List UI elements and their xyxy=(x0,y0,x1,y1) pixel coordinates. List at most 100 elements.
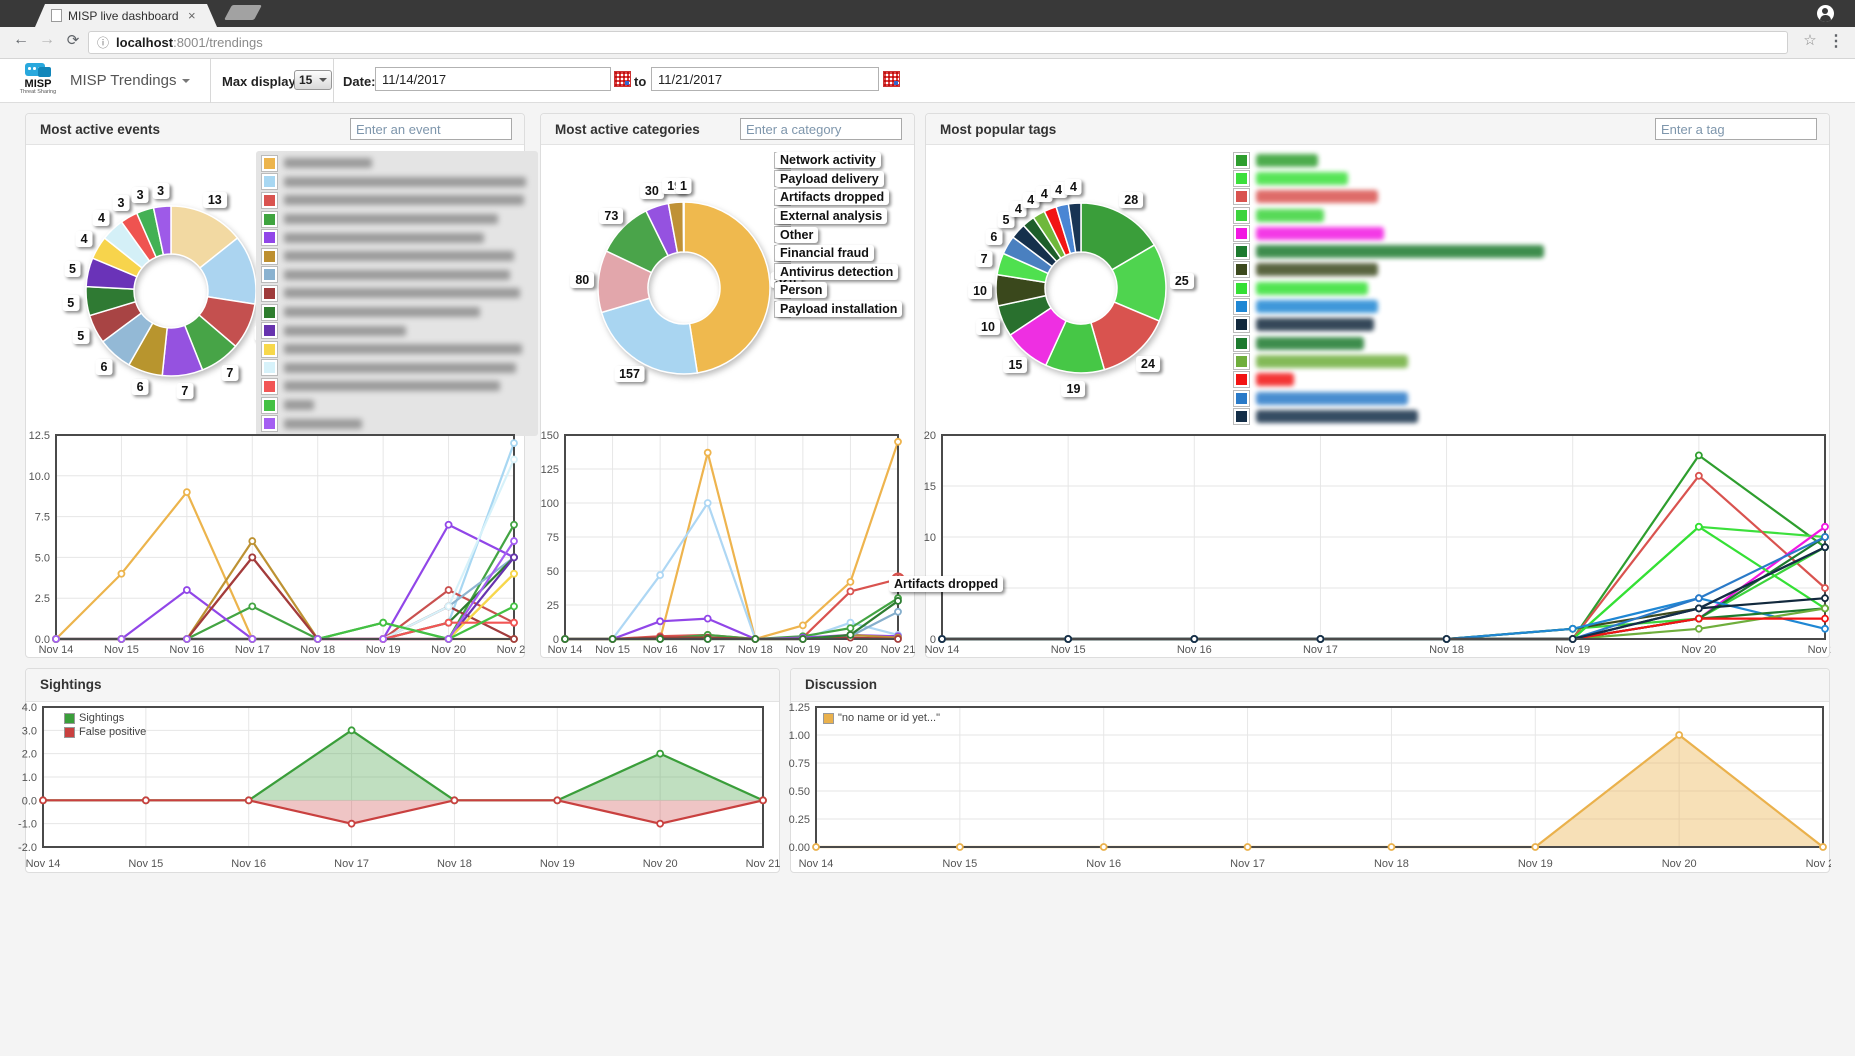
legend-item xyxy=(1233,206,1544,224)
legend-item xyxy=(261,173,532,192)
events-legend xyxy=(256,151,538,436)
svg-text:1.00: 1.00 xyxy=(789,730,810,742)
site-info-icon[interactable]: ⓘ xyxy=(97,36,110,50)
legend-item xyxy=(1233,352,1544,370)
donut-value-label: 157 xyxy=(614,366,645,383)
svg-text:Nov 17: Nov 17 xyxy=(235,644,270,656)
svg-text:0.0: 0.0 xyxy=(22,795,37,807)
legend-item: Network activity xyxy=(774,151,881,170)
panel-most-popular-tags: Most popular tags 2825241915101076544444… xyxy=(924,113,1842,658)
svg-text:100: 100 xyxy=(541,498,559,510)
svg-text:0.0: 0.0 xyxy=(35,634,50,646)
legend-item: Antivirus detection xyxy=(774,263,899,282)
donut-value-label: 4 xyxy=(1022,192,1040,209)
categories-legend: Network activity Payload delivery Artifact… xyxy=(774,151,903,319)
svg-text:12.5: 12.5 xyxy=(29,430,50,442)
svg-text:Nov 21: Nov 21 xyxy=(1808,644,1831,656)
legend-item xyxy=(261,210,532,229)
max-display-select[interactable]: 15 xyxy=(294,70,332,90)
misp-logo[interactable]: MISP Threat Sharing xyxy=(12,61,64,95)
svg-text:Nov 15: Nov 15 xyxy=(595,644,630,656)
svg-text:Nov 17: Nov 17 xyxy=(1230,858,1265,870)
app-title-menu[interactable]: MISP Trendings xyxy=(70,72,191,89)
svg-text:Nov 16: Nov 16 xyxy=(231,858,266,870)
date-to-input[interactable] xyxy=(651,67,879,91)
svg-text:75: 75 xyxy=(547,532,559,544)
legend-item xyxy=(1233,261,1544,279)
donut-value-label: 30 xyxy=(639,183,664,200)
forward-icon[interactable]: → xyxy=(39,31,55,48)
sightings-legend: Sightings False positive xyxy=(64,711,146,739)
tag-search-input[interactable] xyxy=(1655,118,1817,140)
svg-text:Nov 19: Nov 19 xyxy=(785,644,820,656)
url-bar[interactable]: ⓘ localhost:8001/trendings xyxy=(88,31,1788,54)
donut-value-label: 24 xyxy=(1136,355,1160,372)
svg-text:20: 20 xyxy=(924,430,936,442)
legend-item xyxy=(261,414,532,433)
logo-text: MISP xyxy=(24,78,52,90)
calendar-icon[interactable] xyxy=(614,71,631,87)
new-tab-button[interactable] xyxy=(224,5,262,20)
legend-item xyxy=(261,191,532,210)
donut-value-label: 5 xyxy=(62,295,80,312)
donut-value-label: 6 xyxy=(985,228,1003,245)
legend-item xyxy=(261,340,532,359)
browser-tab[interactable]: MISP live dashboard × xyxy=(35,4,217,27)
svg-text:Nov 16: Nov 16 xyxy=(643,644,678,656)
browser-profile-button[interactable] xyxy=(1813,3,1837,24)
svg-text:125: 125 xyxy=(541,464,559,476)
legend-item xyxy=(261,377,532,396)
tags-legend xyxy=(1233,151,1544,425)
svg-text:Nov 18: Nov 18 xyxy=(300,644,335,656)
person-icon xyxy=(1816,5,1834,22)
back-icon[interactable]: ← xyxy=(13,31,29,48)
category-search-input[interactable] xyxy=(740,118,902,140)
legend-item: External analysis xyxy=(774,207,888,226)
svg-text:Nov 14: Nov 14 xyxy=(26,858,61,870)
date-from-input[interactable] xyxy=(375,67,611,91)
legend-item xyxy=(1233,389,1544,407)
legend-item: Payload installation xyxy=(774,300,903,319)
svg-text:Nov 21: Nov 21 xyxy=(1806,858,1831,870)
svg-text:Nov 17: Nov 17 xyxy=(334,858,369,870)
svg-text:Nov 20: Nov 20 xyxy=(1681,644,1716,656)
donut-value-label: 3 xyxy=(131,186,149,203)
svg-text:2.5: 2.5 xyxy=(35,593,50,605)
event-search-input[interactable] xyxy=(350,118,512,140)
svg-text:Nov 15: Nov 15 xyxy=(1051,644,1086,656)
svg-text:5.0: 5.0 xyxy=(35,552,50,564)
svg-text:Nov 18: Nov 18 xyxy=(1374,858,1409,870)
svg-text:10: 10 xyxy=(924,532,936,544)
svg-text:Nov 20: Nov 20 xyxy=(431,644,466,656)
legend-item xyxy=(261,228,532,247)
legend-item: Sightings xyxy=(64,711,146,725)
tab-title: MISP live dashboard xyxy=(68,8,179,23)
svg-text:0: 0 xyxy=(930,634,936,646)
donut-value-label: 5 xyxy=(72,328,90,345)
donut-value-label: 4 xyxy=(1065,179,1082,196)
url-host: localhost xyxy=(116,35,174,50)
donut-value-label: 15 xyxy=(1003,356,1028,373)
legend-item xyxy=(1233,169,1544,187)
tab-close-icon[interactable]: × xyxy=(188,8,196,23)
svg-text:0.00: 0.00 xyxy=(789,842,810,854)
svg-text:Nov 15: Nov 15 xyxy=(128,858,163,870)
sightings-chart: -2.0 -1.0 0.0 1.0 2.0 3.0 4.0 Nov 14 Nov 15 Nov 1… xyxy=(18,701,781,878)
svg-text:Nov 20: Nov 20 xyxy=(833,644,868,656)
panel-most-active-categories: Most active categories 326157807330191 N… xyxy=(540,113,1004,658)
calendar-icon[interactable] xyxy=(883,71,900,87)
donut-value-label: 6 xyxy=(95,358,113,375)
donut-value-label: 13 xyxy=(202,192,227,208)
svg-text:0.50: 0.50 xyxy=(789,786,810,798)
donut-value-label: 4 xyxy=(1035,185,1053,202)
svg-text:Nov 17: Nov 17 xyxy=(1303,644,1338,656)
browser-menu-icon[interactable]: ⋮ xyxy=(1828,33,1844,50)
svg-text:7.5: 7.5 xyxy=(35,512,50,524)
legend-item xyxy=(1233,279,1544,297)
legend-item xyxy=(1233,316,1544,334)
refresh-icon[interactable]: ⟳ xyxy=(66,32,80,49)
svg-text:Nov 14: Nov 14 xyxy=(925,644,960,656)
bookmark-star-icon[interactable]: ☆ xyxy=(1803,32,1817,49)
donut-value-label: 7 xyxy=(176,383,194,400)
